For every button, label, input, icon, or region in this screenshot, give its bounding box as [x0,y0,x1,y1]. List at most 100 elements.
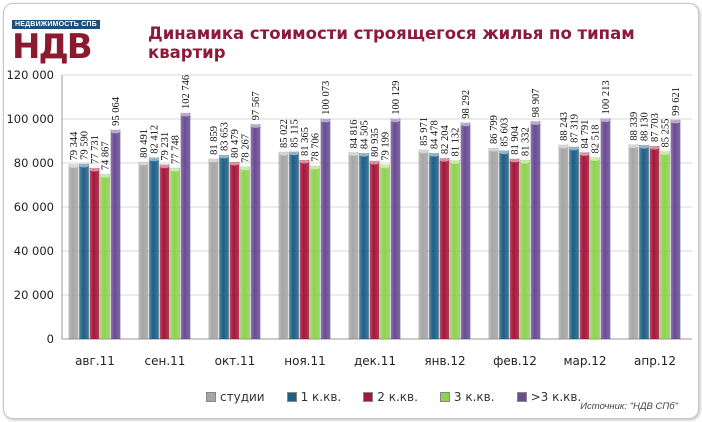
bar-cap [100,173,110,178]
logo: НЕДВИЖИМОСТЬ СПБ НДВ [12,13,100,64]
bar-2 к.кв. [89,167,100,340]
bar-cap [229,161,240,166]
bar-cap [600,118,611,123]
y-tick-label: 0 [47,332,54,346]
bar-1 к.кв. [569,146,579,340]
data-label: 98 907 [531,89,542,118]
x-tick-label: окт.11 [215,354,256,368]
legend-swatch [206,392,216,402]
bar-1 к.кв. [429,152,439,340]
bar-cap [89,167,100,172]
data-label: 79 344 [69,131,80,161]
data-label: 82 518 [591,125,602,154]
legend-item: 1 к.кв. [286,390,342,404]
bar-cap [180,112,191,117]
bar-2 к.кв. [299,159,310,340]
legend: студии 1 к.кв. 2 к.кв. 3 к.кв. >3 к.кв. [206,390,581,404]
bar->3 к.кв. [390,118,401,340]
bar-cap [278,151,289,156]
bar-cap [170,167,180,172]
bar-1 к.кв. [359,152,369,340]
bar-3 к.кв. [100,174,110,340]
legend-item: студии [206,390,265,404]
bar-3 к.кв. [240,166,250,340]
y-tick-label: 40 000 [14,244,54,258]
x-tick-label: фев.12 [493,354,537,368]
data-label: 79 199 [381,132,392,161]
data-label: 95 064 [111,96,122,126]
data-label: 85 115 [290,119,301,148]
data-label: 81 365 [300,127,311,156]
legend-swatch [439,392,450,402]
data-label: 80 479 [230,129,241,158]
logo-subtitle: НЕДВИЖИМОСТЬ СПБ [12,20,100,29]
legend-label: 2 к.кв. [377,390,418,404]
bar-студии [278,151,289,340]
bar-2 к.кв. [159,164,170,340]
data-label: 88 243 [559,112,570,141]
bar-1 к.кв. [289,151,299,340]
bar-cap [418,149,429,154]
x-tick-label: янв.12 [424,354,465,368]
legend-label: 1 к.кв. [300,390,342,404]
bar-1 к.кв. [639,144,649,340]
data-label: 85 022 [279,119,290,148]
bar-cap [590,156,600,161]
data-label: 77 731 [90,135,101,164]
bar-cap [359,152,369,157]
data-label: 85 971 [419,117,430,146]
chart-title: Динамика стоимости строящегося жилья по … [148,24,635,62]
data-label: 80 935 [370,128,381,157]
data-label: 87 703 [650,113,661,142]
bar-cap [488,147,499,152]
data-label: 97 567 [251,91,262,120]
bar->3 к.кв. [320,118,331,340]
bar-студии [348,152,359,340]
bar-3 к.кв. [170,167,180,340]
x-tick-label: ноя.11 [284,354,326,368]
bar-cap [348,151,359,156]
data-label: 102 746 [181,75,192,109]
data-label: 82 412 [150,125,161,154]
bar-cap [509,158,520,163]
bar->3 к.кв. [250,124,261,340]
data-label: 85 603 [500,118,511,147]
data-label: 82 204 [440,125,451,155]
legend-swatch [516,392,527,402]
bar-студии [208,158,219,340]
bar-cap [68,163,79,168]
bar-cap [499,150,509,155]
bar-2 к.кв. [439,157,450,340]
bar-2 к.кв. [229,161,240,340]
bar-cap [240,166,250,171]
x-tick-label: сен.11 [145,354,186,368]
bar-3 к.кв. [660,151,670,340]
data-label: 88 130 [640,112,651,141]
bar-cap [579,151,590,156]
y-tick-label: 120 000 [6,68,54,82]
x-tick-label: дек.11 [354,354,396,368]
data-label: 84 505 [360,120,371,149]
bar-cap [320,118,331,123]
data-label: 81 332 [521,127,532,156]
bar-cap [628,144,639,149]
data-label: 85 255 [661,119,672,148]
bar-студии [628,144,639,340]
data-label: 81 904 [510,125,521,155]
bar->3 к.кв. [460,122,471,340]
legend-swatch [286,392,297,402]
bar-1 к.кв. [149,157,159,340]
bar-cap [660,150,670,155]
bar-cap [159,164,170,169]
bar-cap [369,160,380,165]
y-tick-label: 80 000 [14,156,54,170]
data-label: 99 621 [671,87,682,116]
bar->3 к.кв. [670,119,681,340]
data-label: 80 491 [139,129,150,158]
bar-cap [138,161,149,166]
bar-cap [219,154,229,159]
bar-cap [250,123,261,128]
bar-cap [450,160,460,165]
bar-3 к.кв. [310,165,320,340]
